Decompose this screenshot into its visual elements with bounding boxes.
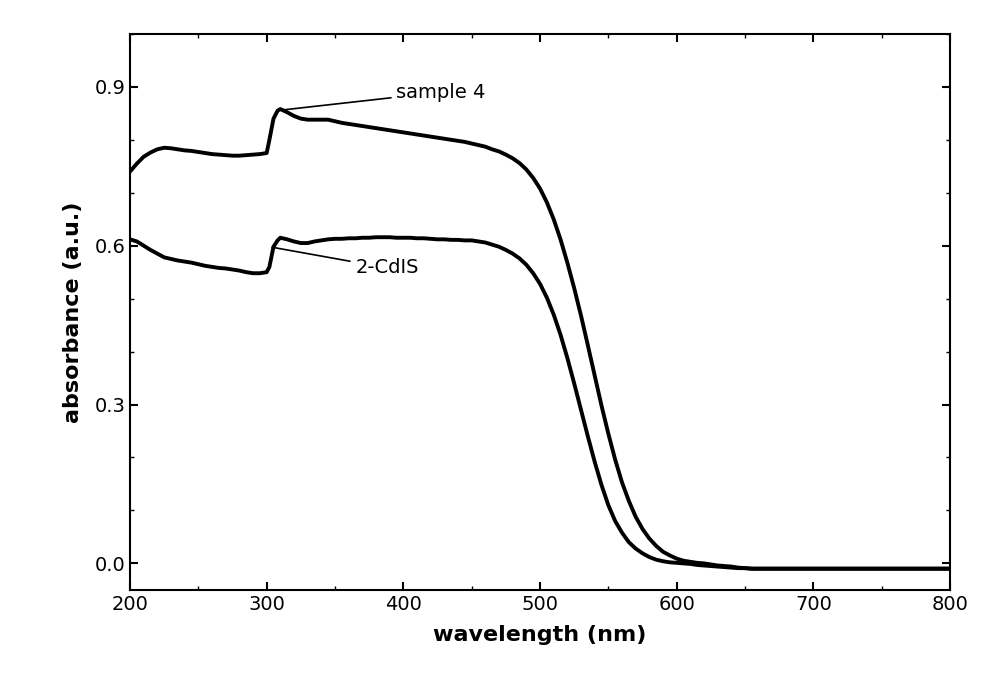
- Text: sample 4: sample 4: [279, 83, 486, 111]
- X-axis label: wavelength (nm): wavelength (nm): [433, 625, 647, 645]
- Text: 2-CdIS: 2-CdIS: [272, 247, 419, 277]
- Y-axis label: absorbance (a.u.): absorbance (a.u.): [63, 201, 83, 422]
